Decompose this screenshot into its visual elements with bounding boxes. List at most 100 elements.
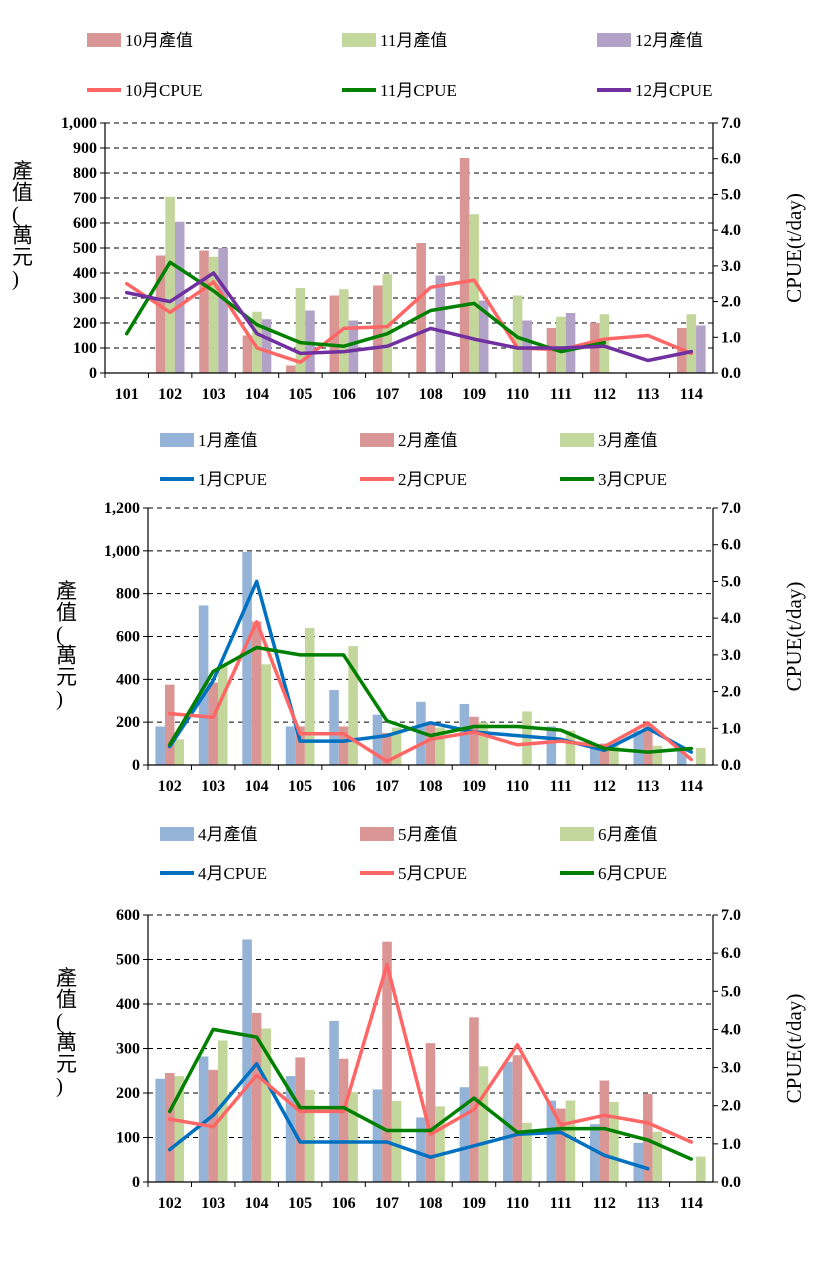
bar-4月產值-106 bbox=[329, 1020, 339, 1182]
y2-tick-label: 1.0 bbox=[721, 1136, 741, 1153]
legend-label: 10月產值 bbox=[125, 31, 193, 50]
y2-tick-label: 2.0 bbox=[721, 1098, 741, 1115]
bar-10月產值-109 bbox=[459, 158, 470, 373]
bar-6月產值-104 bbox=[261, 1028, 271, 1182]
bar-1月產值-107 bbox=[372, 714, 383, 765]
bar-6月產值-102 bbox=[174, 1076, 185, 1182]
legend-label: 1月產值 bbox=[198, 431, 258, 450]
x-tick-label: 103 bbox=[201, 1195, 225, 1212]
legend: 1月產值 2月產值 3月產值 1月CPUE 2月CPUE 3月CPUE bbox=[160, 431, 667, 489]
bar-2月產值-102 bbox=[164, 684, 175, 765]
bar-4月產值-107 bbox=[372, 1089, 383, 1182]
y-tick-label: 600 bbox=[73, 215, 97, 232]
y-tick-label: 200 bbox=[73, 315, 97, 332]
bar-11月產值-111 bbox=[556, 316, 566, 373]
bar-11月產值-103 bbox=[208, 256, 219, 373]
legend-label: 3月CPUE bbox=[598, 470, 667, 489]
legend-label: 3月產值 bbox=[598, 431, 658, 450]
bar-12月產值-108 bbox=[435, 275, 446, 373]
y-tick-label: 1,000 bbox=[104, 543, 140, 560]
bar-1月產值-111 bbox=[546, 726, 557, 765]
y2-tick-label: 4.0 bbox=[721, 1021, 741, 1038]
x-tick-label: 106 bbox=[332, 386, 356, 403]
bar-5月產值-106 bbox=[338, 1058, 349, 1182]
line-3月CPUE bbox=[167, 645, 694, 754]
legend-swatch bbox=[360, 827, 394, 841]
x-tick-label: 109 bbox=[462, 1195, 486, 1212]
y-tick-label: 600 bbox=[116, 907, 140, 924]
y2-tick-label: 2.0 bbox=[721, 684, 741, 701]
bar-4月產值-103 bbox=[198, 1056, 209, 1182]
y-tick-label: 1,200 bbox=[104, 500, 140, 517]
x-tick-label: 113 bbox=[636, 386, 659, 403]
x-tick-label: 104 bbox=[245, 1195, 269, 1212]
bar-11月產值-114 bbox=[686, 314, 697, 373]
y2-axis-title: CPUE(t/day) bbox=[782, 994, 806, 1104]
x-tick-label: 110 bbox=[506, 386, 529, 403]
line-12月CPUE bbox=[124, 271, 694, 363]
x-tick-label: 110 bbox=[506, 778, 529, 795]
y2-tick-label: 5.0 bbox=[721, 573, 741, 590]
bar-10月產值-103 bbox=[199, 250, 209, 373]
y2-tick-label: 7.0 bbox=[721, 907, 741, 924]
bar-6月產值-103 bbox=[217, 1040, 228, 1182]
bar-6月產值-109 bbox=[478, 1066, 489, 1182]
y-axis-title-char: 產 bbox=[56, 579, 77, 603]
bar-6月產值-110 bbox=[522, 1122, 532, 1182]
y2-axis-title: CPUE(t/day) bbox=[782, 193, 806, 303]
line-11月CPUE bbox=[124, 260, 607, 354]
bar-1月產值-106 bbox=[329, 690, 339, 765]
x-tick-label: 107 bbox=[375, 1195, 399, 1212]
y2-axis-title: CPUE(t/day) bbox=[782, 582, 806, 692]
y-tick-label: 800 bbox=[73, 165, 97, 182]
bar-10月產值-108 bbox=[416, 243, 426, 373]
y2-tick-label: 6.0 bbox=[721, 151, 741, 168]
y2-tick-label: 1.0 bbox=[721, 329, 741, 346]
bar-1月產值-102 bbox=[155, 726, 165, 765]
x-tick-label: 114 bbox=[680, 778, 703, 795]
bar-4月產值-110 bbox=[503, 1061, 513, 1182]
y-tick-label: 1,000 bbox=[61, 115, 97, 132]
bar-6月產值-106 bbox=[348, 1092, 358, 1182]
bar-2月產值-108 bbox=[425, 724, 436, 765]
legend-label: 6月產值 bbox=[598, 825, 658, 844]
y-tick-label: 500 bbox=[116, 952, 140, 969]
bar-12月產值-106 bbox=[348, 320, 359, 373]
bar-3月產值-107 bbox=[391, 727, 402, 765]
x-tick-label: 112 bbox=[593, 1195, 616, 1212]
y2-tick-label: 6.0 bbox=[721, 945, 741, 962]
bar-6月產值-113 bbox=[652, 1131, 663, 1182]
bar-5月產值-105 bbox=[295, 1057, 305, 1182]
x-tick-label: 108 bbox=[419, 1195, 443, 1212]
bar-2月產值-105 bbox=[295, 726, 305, 765]
bar-10月產值-105 bbox=[286, 365, 296, 373]
x-tick-label: 113 bbox=[636, 1195, 659, 1212]
legend-label: 12月產值 bbox=[635, 31, 703, 50]
y-tick-label: 700 bbox=[73, 190, 97, 207]
y2-tick-label: 3.0 bbox=[721, 647, 741, 664]
legend: 10月產值 11月產值 12月產值 10月CPUE 11月CPUE 12月CPUE bbox=[87, 31, 712, 100]
bar-12月產值-111 bbox=[565, 313, 576, 373]
x-tick-label: 105 bbox=[288, 386, 312, 403]
x-tick-label: 114 bbox=[680, 386, 703, 403]
y-axis-title-char: 元 bbox=[56, 1052, 77, 1076]
x-tick-label: 112 bbox=[593, 778, 616, 795]
legend-label: 2月產值 bbox=[398, 431, 458, 450]
y2-tick-label: 6.0 bbox=[721, 537, 741, 554]
legend-label: 2月CPUE bbox=[398, 470, 467, 489]
legend-label: 6月CPUE bbox=[598, 864, 667, 883]
y2-tick-label: 4.0 bbox=[721, 610, 741, 627]
bar-3月產值-114 bbox=[696, 747, 706, 765]
x-tick-label: 106 bbox=[332, 1195, 356, 1212]
legend-label: 5月CPUE bbox=[398, 864, 467, 883]
bar-4月產值-112 bbox=[590, 1124, 600, 1182]
bar-6月產值-108 bbox=[435, 1106, 445, 1182]
y2-tick-label: 2.0 bbox=[721, 294, 741, 311]
x-tick-label: 109 bbox=[462, 386, 486, 403]
bar-12月產值-114 bbox=[696, 325, 706, 373]
bar-1月產值-113 bbox=[633, 730, 644, 765]
y-tick-label: 800 bbox=[116, 586, 140, 603]
x-tick-label: 108 bbox=[419, 778, 443, 795]
x-tick-label: 113 bbox=[636, 778, 659, 795]
